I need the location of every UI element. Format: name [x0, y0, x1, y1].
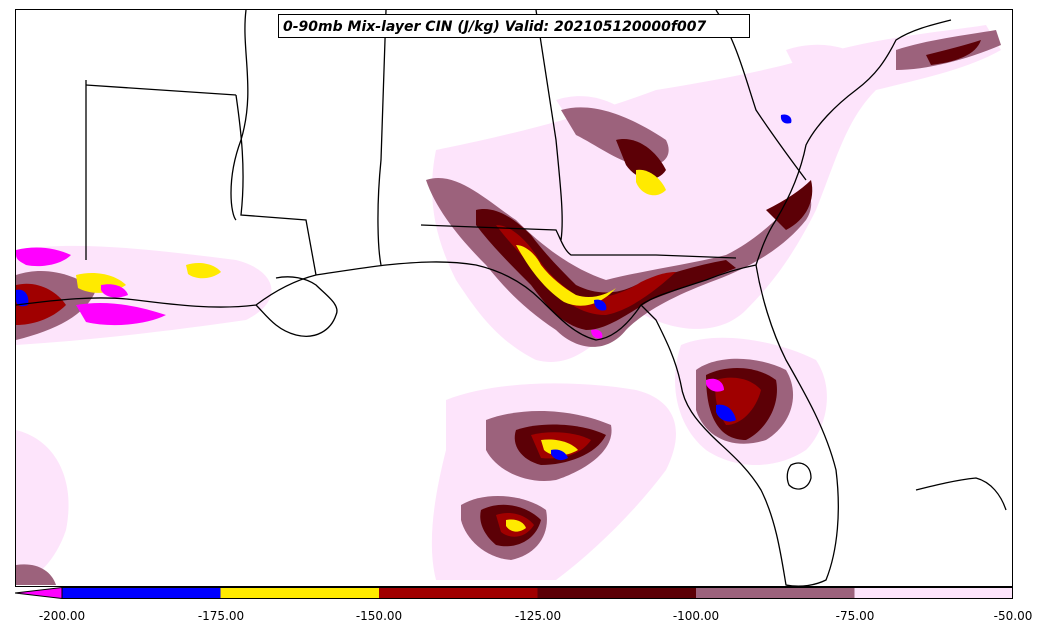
colorbar — [15, 587, 1013, 599]
boundary-lines — [16, 10, 1007, 586]
state-line-la-ms — [235, 94, 317, 276]
florida-peninsula-coastline — [640, 264, 839, 586]
colorbar-tick-label: -150.00 — [355, 609, 403, 623]
mississippi-river — [230, 10, 249, 221]
colorbar-tick-label: -75.00 — [835, 609, 875, 623]
colorbar-bin — [854, 587, 1013, 599]
gulf-coastline — [16, 261, 757, 341]
state-line-al-ga — [535, 10, 563, 241]
atlantic-coastline — [755, 19, 952, 266]
map-panel — [15, 9, 1013, 587]
colorbar-bins — [15, 587, 1013, 599]
colorbar-tick-label: -50.00 — [993, 609, 1033, 623]
state-line-ms-al — [377, 10, 387, 266]
map-title: 0-90mb Mix-layer CIN (J/kg) Valid: 20210… — [278, 14, 750, 38]
colorbar-tick-label: -125.00 — [514, 609, 562, 623]
colorbar-bin — [220, 587, 380, 599]
colorbar-bin — [379, 587, 538, 599]
colorbar-bin — [15, 587, 62, 599]
cin-blue-areas — [16, 114, 792, 461]
state-line-al-fl — [420, 224, 737, 259]
colorbar-bin — [62, 587, 221, 599]
bahamas-outline — [915, 477, 1007, 511]
state-line-ar-la — [85, 84, 237, 96]
colorbar-tick-label: -100.00 — [672, 609, 720, 623]
louisiana-coastline — [255, 276, 338, 337]
colorbar-tick-label: -175.00 — [197, 609, 245, 623]
colorbar-bin — [696, 587, 855, 599]
colorbar-tick-label: -200.00 — [38, 609, 86, 623]
lake-okeechobee — [786, 462, 812, 490]
cin-map — [16, 10, 1007, 586]
colorbar-border — [61, 587, 1013, 599]
colorbar-bin — [537, 587, 697, 599]
cin-magenta-areas — [16, 247, 724, 392]
